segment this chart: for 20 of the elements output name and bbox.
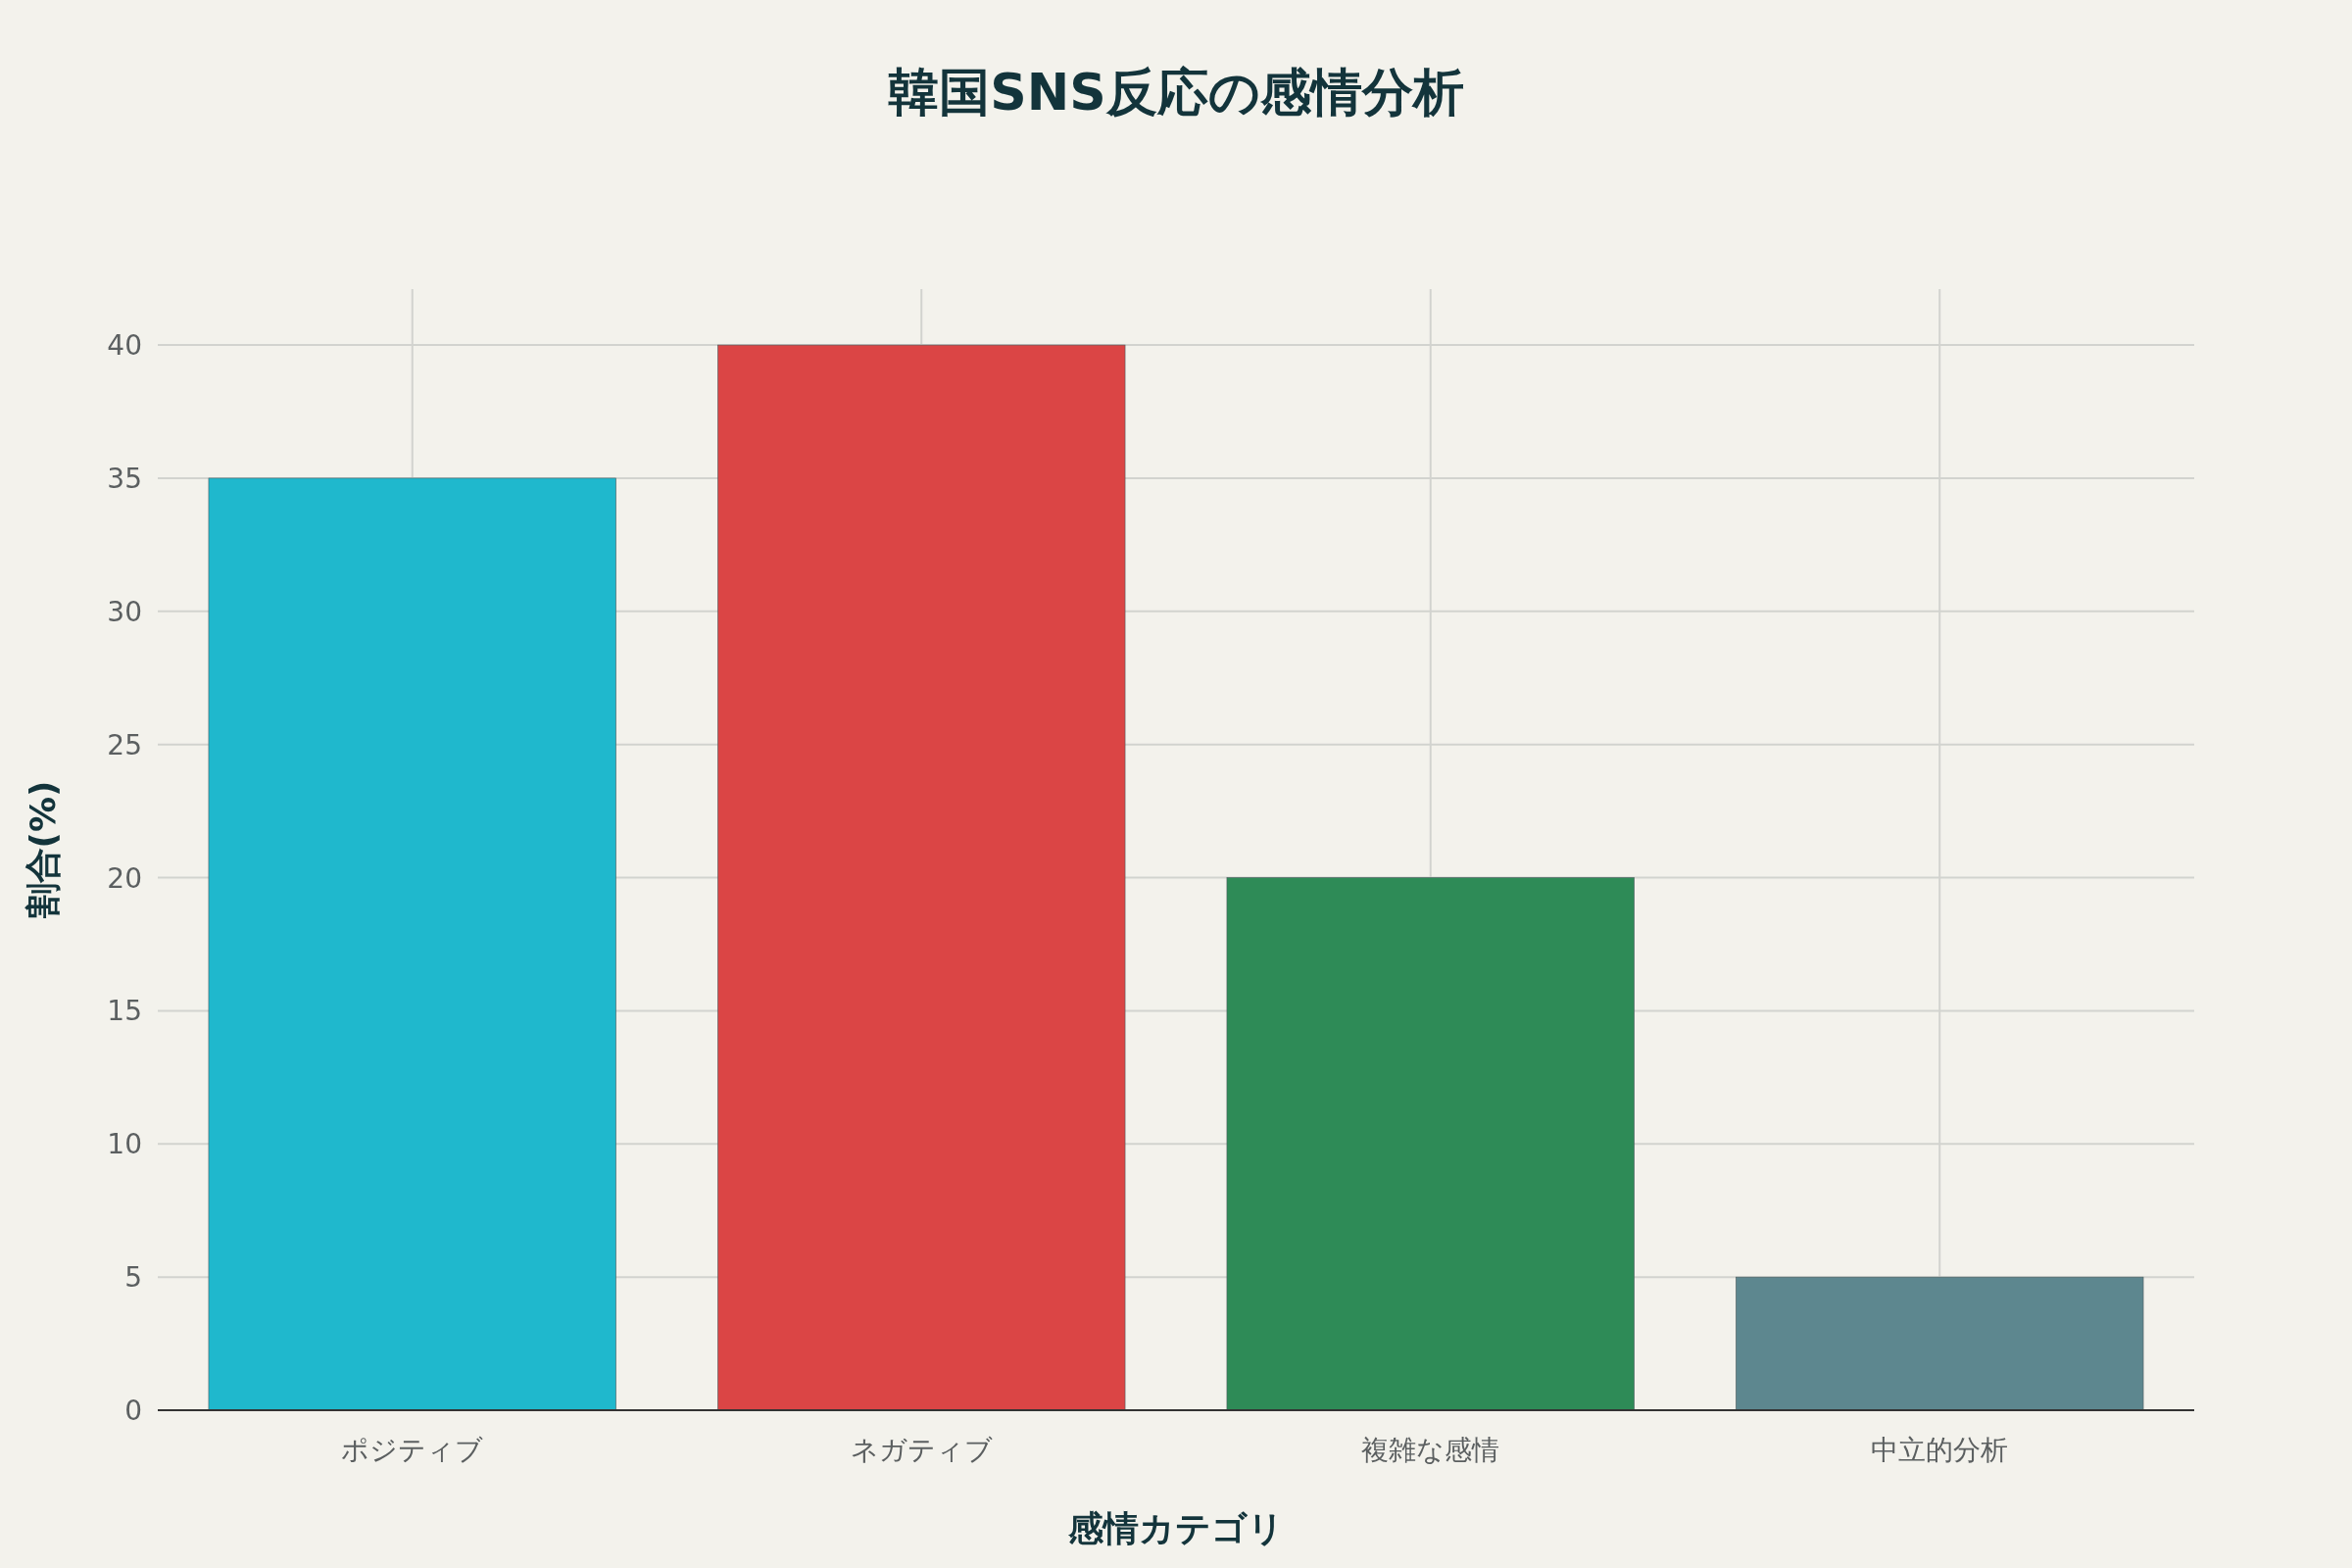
chart-title: 韓国SNS反応の感情分析	[888, 63, 1464, 122]
y-tick-label: 10	[107, 1128, 142, 1161]
bar	[1226, 877, 1635, 1411]
y-tick-label: 30	[107, 595, 142, 628]
y-tick-label: 0	[124, 1395, 142, 1427]
x-tick-label: 複雑な感情	[1361, 1434, 1500, 1466]
y-tick-label: 5	[124, 1261, 142, 1295]
bar	[208, 477, 616, 1411]
y-axis-title: 割合(%)	[23, 780, 63, 919]
y-tick-label: 20	[107, 861, 142, 895]
y-tick-label: 40	[107, 329, 142, 363]
y-tick-label: 35	[107, 462, 142, 495]
x-tick-label: ネガティブ	[850, 1434, 993, 1466]
x-axis-title: 感情カテゴリ	[1067, 1508, 1284, 1548]
y-tick-label: 15	[107, 995, 142, 1028]
bar	[1736, 1276, 2144, 1411]
y-tick-label: 25	[107, 728, 142, 761]
x-tick-label: ポジティブ	[341, 1434, 484, 1466]
x-tick-label: 中立的分析	[1871, 1434, 2009, 1466]
bar	[717, 344, 1126, 1411]
